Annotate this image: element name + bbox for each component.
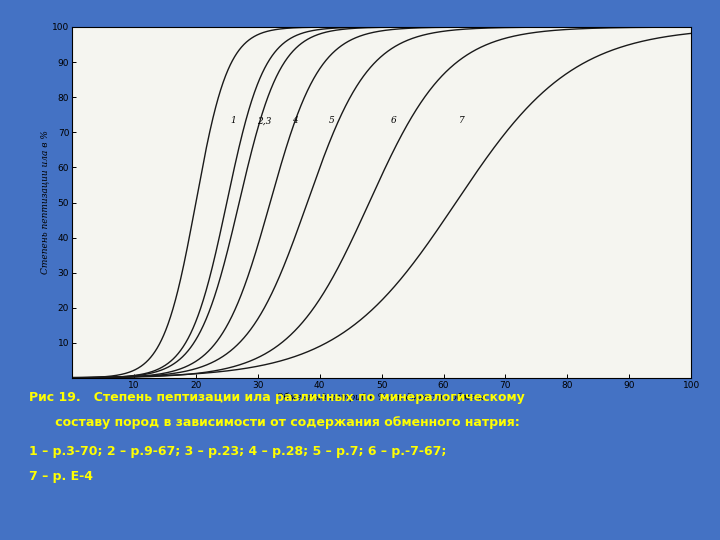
X-axis label: Обменный натрий в % от ёмкости обмена: Обменный натрий в % от ёмкости обмена: [276, 393, 487, 402]
Text: составу пород в зависимости от содержания обменного натрия:: составу пород в зависимости от содержани…: [29, 416, 520, 429]
Text: Рис 19.   Степень пептизации ила различных по минералогическому: Рис 19. Степень пептизации ила различных…: [29, 392, 525, 404]
Y-axis label: Степень пептизации ила в %: Степень пептизации ила в %: [40, 131, 49, 274]
Text: 7: 7: [459, 116, 465, 125]
Text: 1 – р.3-70; 2 – р.9-67; 3 – р.23; 4 – р.28; 5 – р.7; 6 – р.-7-67;: 1 – р.3-70; 2 – р.9-67; 3 – р.23; 4 – р.…: [29, 446, 446, 458]
Text: 2,3: 2,3: [257, 116, 271, 125]
Text: 6: 6: [391, 116, 397, 125]
Text: 5: 5: [329, 116, 335, 125]
Text: 4: 4: [292, 116, 298, 125]
Text: 7 – р. Е-4: 7 – р. Е-4: [29, 470, 93, 483]
Text: 1: 1: [230, 116, 236, 125]
